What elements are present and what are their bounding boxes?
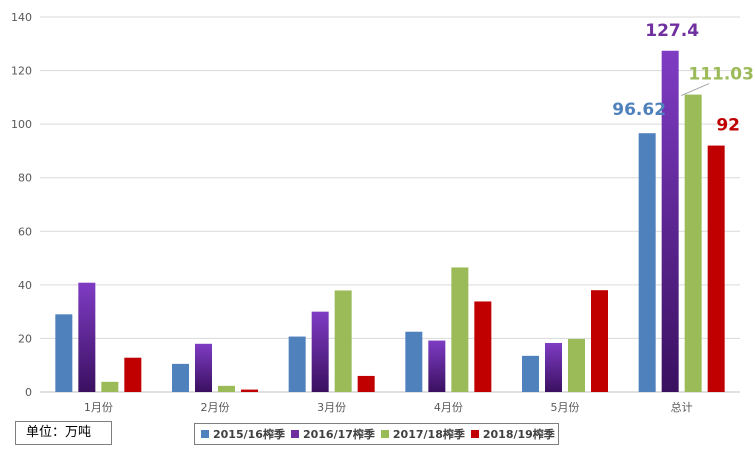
x-category-label: 5月份 xyxy=(551,401,580,414)
bar xyxy=(568,338,585,392)
bar xyxy=(591,290,608,392)
legend-swatch xyxy=(470,430,479,438)
legend-label: 2018/19榨季 xyxy=(482,428,555,441)
bar xyxy=(101,381,119,392)
bars xyxy=(55,50,725,393)
legend-swatch xyxy=(290,430,299,438)
x-axis-categories: 1月份 2月份 3月份 4月份 5月份 总计 xyxy=(84,400,693,414)
x-category-label: 总计 xyxy=(671,400,693,414)
data-label: 127.4 xyxy=(645,21,699,41)
bar xyxy=(661,50,679,392)
unit-label: 单位：万吨 xyxy=(15,421,112,445)
y-tick-label: 120 xyxy=(11,65,32,78)
bar xyxy=(124,357,142,392)
bar xyxy=(55,314,73,392)
legend-item: 2018/19榨季 xyxy=(470,426,555,442)
x-category-label: 3月份 xyxy=(317,401,346,414)
bar xyxy=(522,355,539,392)
y-tick-label: 60 xyxy=(18,225,32,238)
x-category-label: 4月份 xyxy=(434,401,463,414)
bar xyxy=(218,385,235,392)
gridlines xyxy=(40,16,740,393)
legend-label: 2017/18榨季 xyxy=(392,428,465,441)
bar xyxy=(405,331,423,392)
bar xyxy=(241,389,258,392)
legend-item: 2017/18榨季 xyxy=(380,426,465,442)
data-label: 92 xyxy=(716,116,740,136)
legend-label: 2016/17榨季 xyxy=(302,428,375,441)
legend-item: 2015/16榨季 xyxy=(201,426,285,442)
bar xyxy=(474,301,492,392)
bar xyxy=(638,133,656,393)
y-tick-label: 0 xyxy=(25,386,32,399)
y-tick-label: 140 xyxy=(11,11,32,24)
data-labels: 96.62 127.4 111.03 92 xyxy=(612,21,754,136)
bar xyxy=(288,336,306,392)
bar xyxy=(428,340,446,392)
y-tick-label: 80 xyxy=(18,172,32,185)
legend-label: 2015/16榨季 xyxy=(213,428,285,441)
bar xyxy=(172,363,189,392)
bar xyxy=(195,343,212,392)
bar xyxy=(334,290,352,392)
y-tick-label: 40 xyxy=(18,279,32,292)
data-label: 96.62 xyxy=(612,100,666,120)
legend-item: 2016/17榨季 xyxy=(290,426,375,442)
bar xyxy=(684,94,702,393)
bar xyxy=(311,311,329,392)
leader-line xyxy=(680,83,710,97)
bar xyxy=(707,145,725,392)
legend-swatch xyxy=(201,430,209,438)
y-tick-label: 100 xyxy=(11,118,32,131)
data-label: 111.03 xyxy=(688,65,754,85)
bar xyxy=(545,342,562,392)
bar xyxy=(451,267,469,392)
legend-swatch xyxy=(380,430,389,438)
legend: 2015/16榨季 2016/17榨季 2017/18榨季 2018/19榨季 xyxy=(194,423,559,445)
bar xyxy=(357,375,375,392)
y-tick-label: 20 xyxy=(18,332,32,345)
x-category-label: 1月份 xyxy=(84,401,113,414)
x-category-label: 2月份 xyxy=(201,401,230,414)
y-axis-ticks: 0 20 40 60 80 100 120 140 xyxy=(11,11,32,399)
bar xyxy=(78,282,96,392)
